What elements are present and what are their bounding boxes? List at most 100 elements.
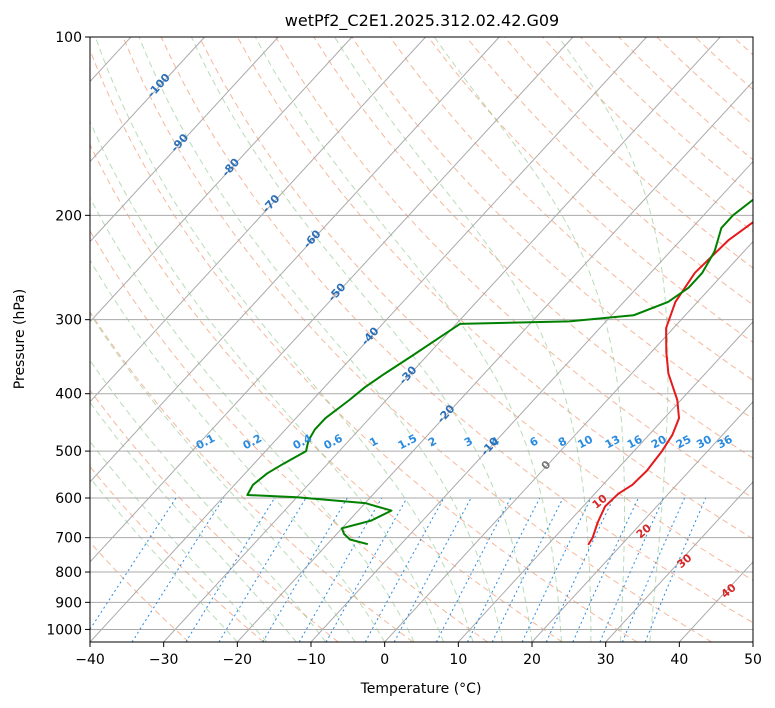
mixing-ratio-line — [325, 497, 408, 642]
dry-adiabat-line — [732, 37, 753, 56]
mixing-ratio-label: 20 — [649, 433, 669, 452]
mixing-ratio-line — [364, 497, 445, 642]
mixing-ratio-line — [621, 497, 685, 642]
dry-adiabat-line — [122, 37, 712, 642]
mixing-ratio-label: 30 — [694, 433, 714, 452]
mixing-ratio-line — [644, 497, 707, 642]
mixing-ratio-label: 36 — [715, 433, 735, 452]
moist-adiabat-line — [94, 37, 474, 642]
isotherm-line — [90, 37, 205, 163]
isotherm-line — [163, 37, 721, 642]
dry-adiabat-label: 30 — [674, 551, 694, 571]
plot-area: 0.1 0.2 0.4 0.6 1 1.5 2 3 4 6 8 10 13 16 20 25 30 36-100-… — [0, 37, 753, 642]
dry-adiabat-line — [504, 37, 753, 269]
mixing-ratio-line — [262, 497, 348, 642]
mixing-ratio-label: 0.1 — [194, 432, 217, 453]
x-tick-label: 50 — [744, 652, 762, 668]
plot-frame — [89, 36, 754, 643]
dewpoint-profile-line — [246, 198, 753, 546]
isotherm-line — [531, 401, 753, 642]
dry-adiabat-line — [237, 37, 753, 540]
isotherm-line — [90, 37, 353, 323]
mixing-ratio-line — [90, 497, 177, 631]
dry-adiabat-line — [90, 465, 264, 642]
y-axis-label: Pressure (hPa) — [12, 289, 28, 389]
pressure-gridlines — [90, 37, 753, 630]
mixing-ratio-line — [545, 497, 614, 642]
dry-adiabat-line — [90, 311, 414, 642]
dry-adiabat-label: 10 — [590, 492, 610, 512]
x-tick-label: 20 — [523, 652, 541, 668]
y-tick-label: 900 — [55, 595, 82, 611]
mixing-ratio-label: 10 — [575, 433, 595, 452]
moist-adiabat-line — [334, 37, 592, 642]
moist-adiabat-line — [90, 259, 386, 642]
mixing-ratio-label: 0.2 — [241, 432, 264, 453]
y-tick-label: 200 — [55, 208, 82, 224]
y-tick-label: 500 — [55, 444, 82, 460]
mixing-ratio-line — [491, 497, 564, 642]
isotherm-line — [236, 80, 753, 642]
dry-adiabat-line — [313, 37, 753, 459]
dry-adiabat-line — [160, 37, 753, 624]
y-tick-label: 1000 — [46, 622, 82, 638]
dry-adiabat-label: 20 — [634, 521, 654, 541]
chart-title: wetPf2_C2E1.2025.312.02.42.G09 — [285, 11, 559, 31]
moist-adiabat-line — [90, 120, 445, 642]
dry-adiabat-line — [427, 37, 753, 343]
isotherm-line — [678, 561, 753, 642]
x-tick-label: 30 — [597, 652, 615, 668]
mixing-ratio-line — [131, 497, 225, 642]
mixing-ratio-line — [572, 497, 639, 642]
mixing-ratio-label: 8 — [556, 434, 569, 449]
mixing-ratio-line — [393, 497, 472, 642]
mixing-ratio-label: 13 — [603, 433, 623, 452]
dry-adiabats — [90, 37, 753, 642]
isotherm-line — [752, 641, 753, 642]
isotherm-line — [90, 37, 500, 483]
x-axis-label: Temperature (°C) — [360, 681, 482, 697]
isotherm-line — [90, 37, 574, 563]
mixing-ratio-line — [298, 497, 383, 642]
mixing-ratio-line — [435, 497, 512, 642]
dry-adiabat-line — [351, 37, 753, 420]
dry-adiabat-line — [198, 37, 753, 581]
moist-adiabat-line — [90, 196, 415, 642]
x-tick-label: −40 — [75, 652, 105, 668]
moist-adiabat-line — [90, 401, 297, 642]
isotherm-line — [90, 37, 426, 403]
moist-adiabat-line — [191, 37, 533, 642]
moist-adiabats — [90, 37, 669, 642]
moist-adiabat-line — [90, 477, 238, 642]
x-tick-label: 40 — [670, 652, 688, 668]
dry-adiabat-line — [275, 37, 753, 499]
dry-adiabat-line — [389, 37, 753, 381]
moist-adiabat-line — [90, 312, 356, 642]
mixing-ratio-line — [521, 497, 592, 642]
dry-adiabat-label: 40 — [719, 581, 739, 601]
isotherm-line — [0, 37, 57, 642]
dry-adiabat-line — [90, 48, 638, 642]
x-axis-ticks: −40 −30 −20 −10 0 10 20 30 40 50 — [75, 642, 762, 668]
y-tick-label: 300 — [55, 313, 82, 329]
isotherm-line — [457, 320, 753, 642]
y-tick-label: 800 — [55, 565, 82, 581]
dry-adiabat-line — [90, 541, 190, 642]
mixing-ratio-line — [599, 497, 664, 642]
dry-adiabat-line — [90, 389, 339, 642]
isotherm-line — [384, 240, 753, 642]
moist-adiabat-line — [558, 37, 669, 642]
temperature-profile-line — [587, 220, 753, 546]
dry-adiabat-line — [656, 37, 753, 126]
moist-adiabat-line — [138, 37, 503, 642]
dry-adiabat-line — [90, 143, 563, 642]
moist-adiabat-line — [433, 37, 625, 642]
isotherm-line — [90, 37, 279, 243]
x-tick-label: −30 — [149, 652, 179, 668]
x-tick-label: −20 — [223, 652, 253, 668]
mixing-ratio-line — [467, 497, 541, 642]
mixing-ratio-label: 1 — [367, 434, 380, 449]
dry-adiabat-line — [90, 229, 488, 642]
y-tick-label: 600 — [55, 491, 82, 507]
